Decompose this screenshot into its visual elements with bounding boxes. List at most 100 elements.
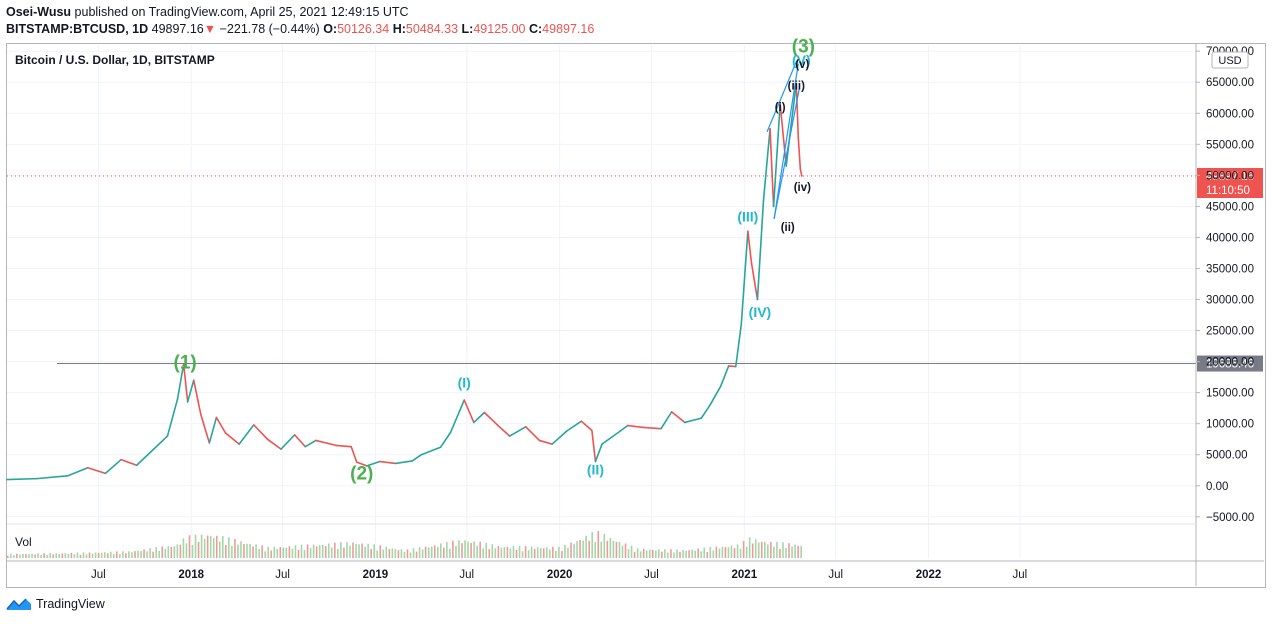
volume-bar (785, 547, 787, 558)
volume-bar (536, 547, 539, 558)
volume-bar (433, 545, 436, 558)
volume-bar (436, 546, 439, 558)
wave-label: (III) (737, 208, 758, 224)
volume-bar (591, 532, 594, 558)
volume-bar (800, 546, 802, 558)
price-segment (483, 411, 499, 427)
price-segment (601, 430, 621, 445)
volume-bar (218, 541, 221, 558)
volume-bar (579, 539, 581, 558)
volume-bar (539, 548, 542, 558)
volume-bar (394, 549, 397, 558)
chart-title: Bitcoin / U.S. Dollar, 1D, BITSTAMP (15, 53, 215, 67)
volume-bar (751, 543, 754, 558)
volume-bar (630, 545, 633, 558)
high-label: H: (392, 22, 406, 36)
level-price-label: 19685.46 (1206, 359, 1254, 371)
volume-bar (712, 550, 715, 558)
price-segment (772, 103, 781, 208)
volume-bar (324, 546, 327, 558)
volume-bar (397, 550, 400, 558)
price-segment (215, 416, 227, 434)
price-segment (293, 434, 307, 448)
price-segment (709, 385, 722, 406)
volume-bar (106, 553, 109, 558)
volume-bar (482, 548, 484, 558)
volume-bar (370, 548, 372, 558)
price-segment (524, 425, 541, 442)
volume-bar (627, 549, 630, 558)
volume-bar (288, 546, 291, 558)
volume-bar (140, 551, 142, 558)
level-layer: 19685.46 49897.16 11:10:50 (7, 168, 1263, 372)
price-segment (411, 453, 423, 462)
volume-bar (122, 551, 124, 558)
volume-bar (724, 547, 727, 558)
volume-label: Vol (15, 535, 32, 549)
wave-label: (I) (458, 375, 471, 391)
tradingview-logo-icon (6, 598, 31, 610)
price-change: −221.78 (−0.44%) (219, 22, 320, 36)
close-label: C: (528, 22, 543, 36)
volume-bar (28, 554, 30, 558)
volume-bar (85, 554, 88, 558)
change-arrow-icon: ▼ (203, 22, 217, 36)
last-price-tag (1197, 168, 1263, 199)
volume-bar (636, 548, 639, 558)
countdown-label: 11:10:50 (1206, 185, 1250, 197)
volume-bar (279, 547, 282, 558)
volume-bar (400, 549, 403, 558)
volume-bar (246, 543, 248, 558)
volume-bar (564, 544, 566, 558)
volume-bar (555, 550, 557, 558)
y-tick-label: −5000.00 (1206, 512, 1254, 524)
volume-bar (779, 548, 781, 558)
volume-bar (179, 544, 182, 558)
trend-line (766, 60, 798, 133)
y-tick-label: 45000.00 (1206, 201, 1254, 213)
axis-layer: −5000.00 0.00 5000.00 10000.00 15000.00 20000… (7, 43, 1264, 586)
volume-bar (200, 534, 203, 558)
y-tick-label: 5000.00 (1206, 450, 1248, 462)
volume-bar (361, 543, 363, 558)
x-tick-label: Jul (828, 569, 843, 581)
volume-bar (134, 551, 136, 558)
volume-bar (276, 548, 279, 558)
price-segment (182, 363, 189, 403)
volume-bar (173, 546, 176, 558)
volume-bar (767, 544, 769, 558)
volume-bar (748, 537, 751, 558)
price-segment (551, 430, 568, 445)
volume-bar (597, 530, 600, 558)
volume-bar (52, 554, 55, 558)
price-segment (538, 439, 553, 445)
volume-bar (64, 553, 67, 558)
volume-bar (116, 551, 118, 558)
price-segment (799, 168, 803, 177)
x-tick-label: 2020 (547, 569, 573, 581)
price-segment (642, 426, 662, 430)
tradingview-footer[interactable]: TradingView (6, 597, 105, 611)
volume-bar (321, 544, 324, 558)
price-series-layer (6, 82, 803, 481)
wave-label: (iv) (794, 182, 811, 194)
volume-bar (421, 549, 424, 558)
volume-bar (509, 548, 512, 558)
volume-bar (533, 549, 536, 558)
volume-bar (158, 550, 161, 558)
volume-bar (231, 545, 233, 558)
volume-bar (258, 549, 260, 558)
price-segment (355, 461, 368, 467)
volume-bar (88, 552, 91, 558)
volume-bar (297, 549, 300, 558)
volume-bar (249, 543, 251, 558)
price-segment (6, 477, 38, 481)
volume-bar (330, 547, 333, 558)
price-segment (591, 429, 597, 463)
volume-bar (315, 546, 318, 558)
price-segment (335, 444, 352, 448)
volume-bar (40, 555, 42, 558)
volume-bar (497, 546, 500, 558)
volume-bar (285, 547, 288, 558)
